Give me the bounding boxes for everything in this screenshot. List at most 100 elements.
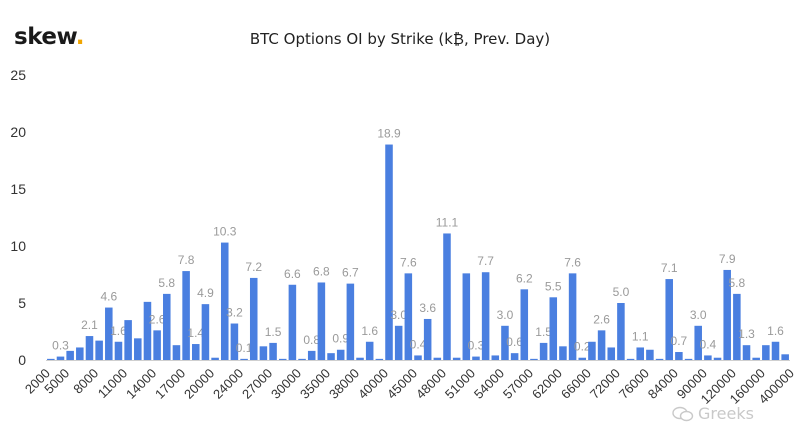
watermark-text: Greeks (698, 404, 754, 423)
y-tick-label: 0 (18, 352, 26, 368)
bar (723, 269, 731, 360)
data-label: 1.3 (738, 327, 755, 341)
data-label: 7.8 (178, 253, 195, 267)
data-label: 2.6 (149, 312, 166, 326)
bar (201, 304, 210, 360)
data-label: 0.8 (303, 333, 320, 347)
data-label: 4.6 (100, 290, 117, 304)
bar (443, 233, 451, 360)
x-tick-label: 57000 (500, 366, 536, 402)
bar (617, 303, 625, 360)
x-tick-label: 11000 (95, 366, 130, 401)
x-tick-label: 14000 (123, 366, 159, 402)
x-tick-label: 66000 (558, 366, 594, 402)
bar (172, 345, 181, 360)
data-label: 1.5 (265, 325, 282, 339)
bar (607, 347, 616, 360)
bar (56, 356, 65, 360)
bar (66, 350, 74, 360)
bar (153, 330, 161, 360)
bar (404, 273, 413, 360)
data-label: 3.0 (390, 308, 407, 322)
x-tick-label: 54000 (471, 366, 507, 402)
bar (114, 341, 123, 360)
data-label: 11.1 (436, 215, 459, 229)
data-label: 7.2 (245, 260, 262, 274)
bar (762, 345, 770, 360)
bar (491, 355, 500, 360)
x-tick-label: 35000 (297, 366, 333, 402)
data-label: 1.5 (535, 325, 552, 339)
data-label: 6.8 (313, 264, 330, 278)
logo-dot: . (75, 24, 85, 50)
bar (684, 358, 693, 360)
data-label: 0.2 (574, 340, 591, 354)
data-label: 3.2 (226, 306, 243, 320)
y-tick-label: 20 (10, 124, 26, 140)
bar (501, 325, 509, 360)
y-tick-label: 25 (10, 67, 26, 83)
bar (510, 353, 519, 360)
bar (626, 358, 635, 360)
data-label: 1.6 (767, 324, 784, 338)
bar (385, 144, 393, 360)
data-label: 5.8 (729, 276, 746, 290)
data-label: 2.6 (593, 312, 610, 326)
bar (327, 353, 335, 360)
bar (713, 357, 722, 360)
x-tick-label: 62000 (529, 366, 565, 402)
bar (414, 355, 422, 360)
bar (375, 358, 384, 360)
data-label: 6.7 (342, 266, 359, 280)
bar (143, 301, 152, 360)
bar (742, 345, 751, 360)
bar (597, 330, 606, 360)
x-tick-label: 20000 (181, 366, 217, 402)
bar (298, 358, 306, 360)
x-tick-label: 76000 (616, 366, 652, 402)
x-tick-label: 24000 (210, 366, 246, 402)
data-label: 0.9 (332, 332, 349, 346)
bar (394, 325, 403, 360)
data-label: 1.6 (110, 324, 127, 338)
bar (346, 283, 355, 360)
data-label: 10.3 (213, 225, 237, 239)
data-label: 0.1 (236, 341, 253, 355)
bar (240, 358, 248, 360)
data-label: 7.9 (719, 252, 736, 266)
y-tick-label: 10 (10, 238, 26, 254)
data-label: 3.0 (497, 308, 514, 322)
bar (317, 282, 326, 360)
x-tick-label: 17000 (152, 366, 188, 402)
bar (452, 357, 461, 360)
data-label: 7.1 (661, 261, 678, 275)
data-label: 1.4 (187, 326, 204, 340)
bar (182, 271, 190, 360)
bar (539, 342, 548, 360)
bar (665, 279, 673, 360)
bar (259, 346, 268, 360)
bar (76, 347, 84, 360)
data-label: 0.7 (671, 334, 688, 348)
data-label: 0.4 (410, 337, 427, 351)
x-tick-label: 38000 (326, 366, 362, 402)
bar (307, 350, 316, 360)
bar (423, 318, 432, 360)
x-tick-label: 84000 (645, 366, 681, 402)
bar (356, 357, 364, 360)
bar (95, 340, 103, 360)
bar (646, 349, 654, 360)
bar (481, 272, 490, 360)
data-label: 0.4 (700, 337, 717, 351)
data-label: 0.3 (52, 339, 69, 353)
data-label: 0.6 (506, 335, 523, 349)
data-label: 3.6 (419, 301, 436, 315)
bar (365, 341, 374, 360)
bar (530, 358, 538, 360)
bar (220, 242, 229, 360)
chart-title: BTC Options OI by Strike (k₿, Prev. Day) (249, 30, 551, 48)
bar (588, 341, 596, 360)
data-label: 5.8 (158, 276, 175, 290)
bar (675, 352, 683, 360)
